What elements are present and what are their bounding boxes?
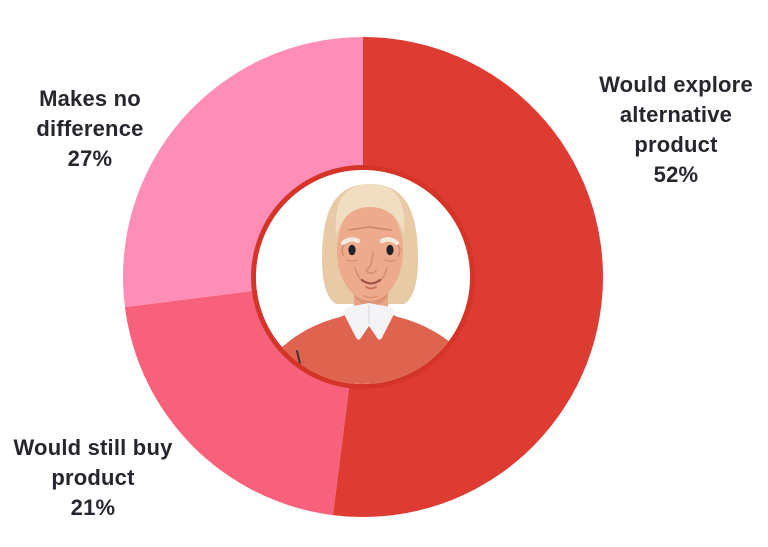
avatar-left-eye bbox=[348, 244, 356, 256]
avatar-right-eye bbox=[386, 244, 394, 256]
avatar-hair-bang bbox=[335, 184, 405, 236]
label-would-explore-alternative: Would explore alternative product 52% bbox=[599, 72, 753, 187]
avatar-right-eyebrow bbox=[379, 237, 400, 246]
avatar-chin-crease bbox=[363, 295, 379, 299]
avatar-right-eye-wrinkle bbox=[397, 244, 401, 257]
avatar-left-eyebrow bbox=[340, 237, 361, 246]
avatar-right-cheek-line bbox=[384, 259, 396, 262]
avatar-mouth bbox=[360, 278, 382, 285]
label-makes-no-difference: Makes no difference 27% bbox=[36, 86, 144, 171]
label-would-still-buy: Would still buy product 21% bbox=[13, 435, 173, 520]
avatar-left-cheek-line bbox=[346, 259, 358, 262]
avatar-forehead-wrinkle bbox=[348, 226, 392, 231]
avatar-nose bbox=[364, 251, 377, 274]
avatar-lower-lip bbox=[365, 286, 377, 290]
avatar-collar-right bbox=[369, 303, 394, 340]
avatar-face bbox=[337, 201, 403, 301]
avatar-sweater bbox=[256, 312, 470, 384]
avatar-collar-left bbox=[344, 303, 369, 340]
avatar-left-eye-wrinkle bbox=[341, 244, 345, 257]
avatar-elderly-woman bbox=[256, 170, 470, 384]
